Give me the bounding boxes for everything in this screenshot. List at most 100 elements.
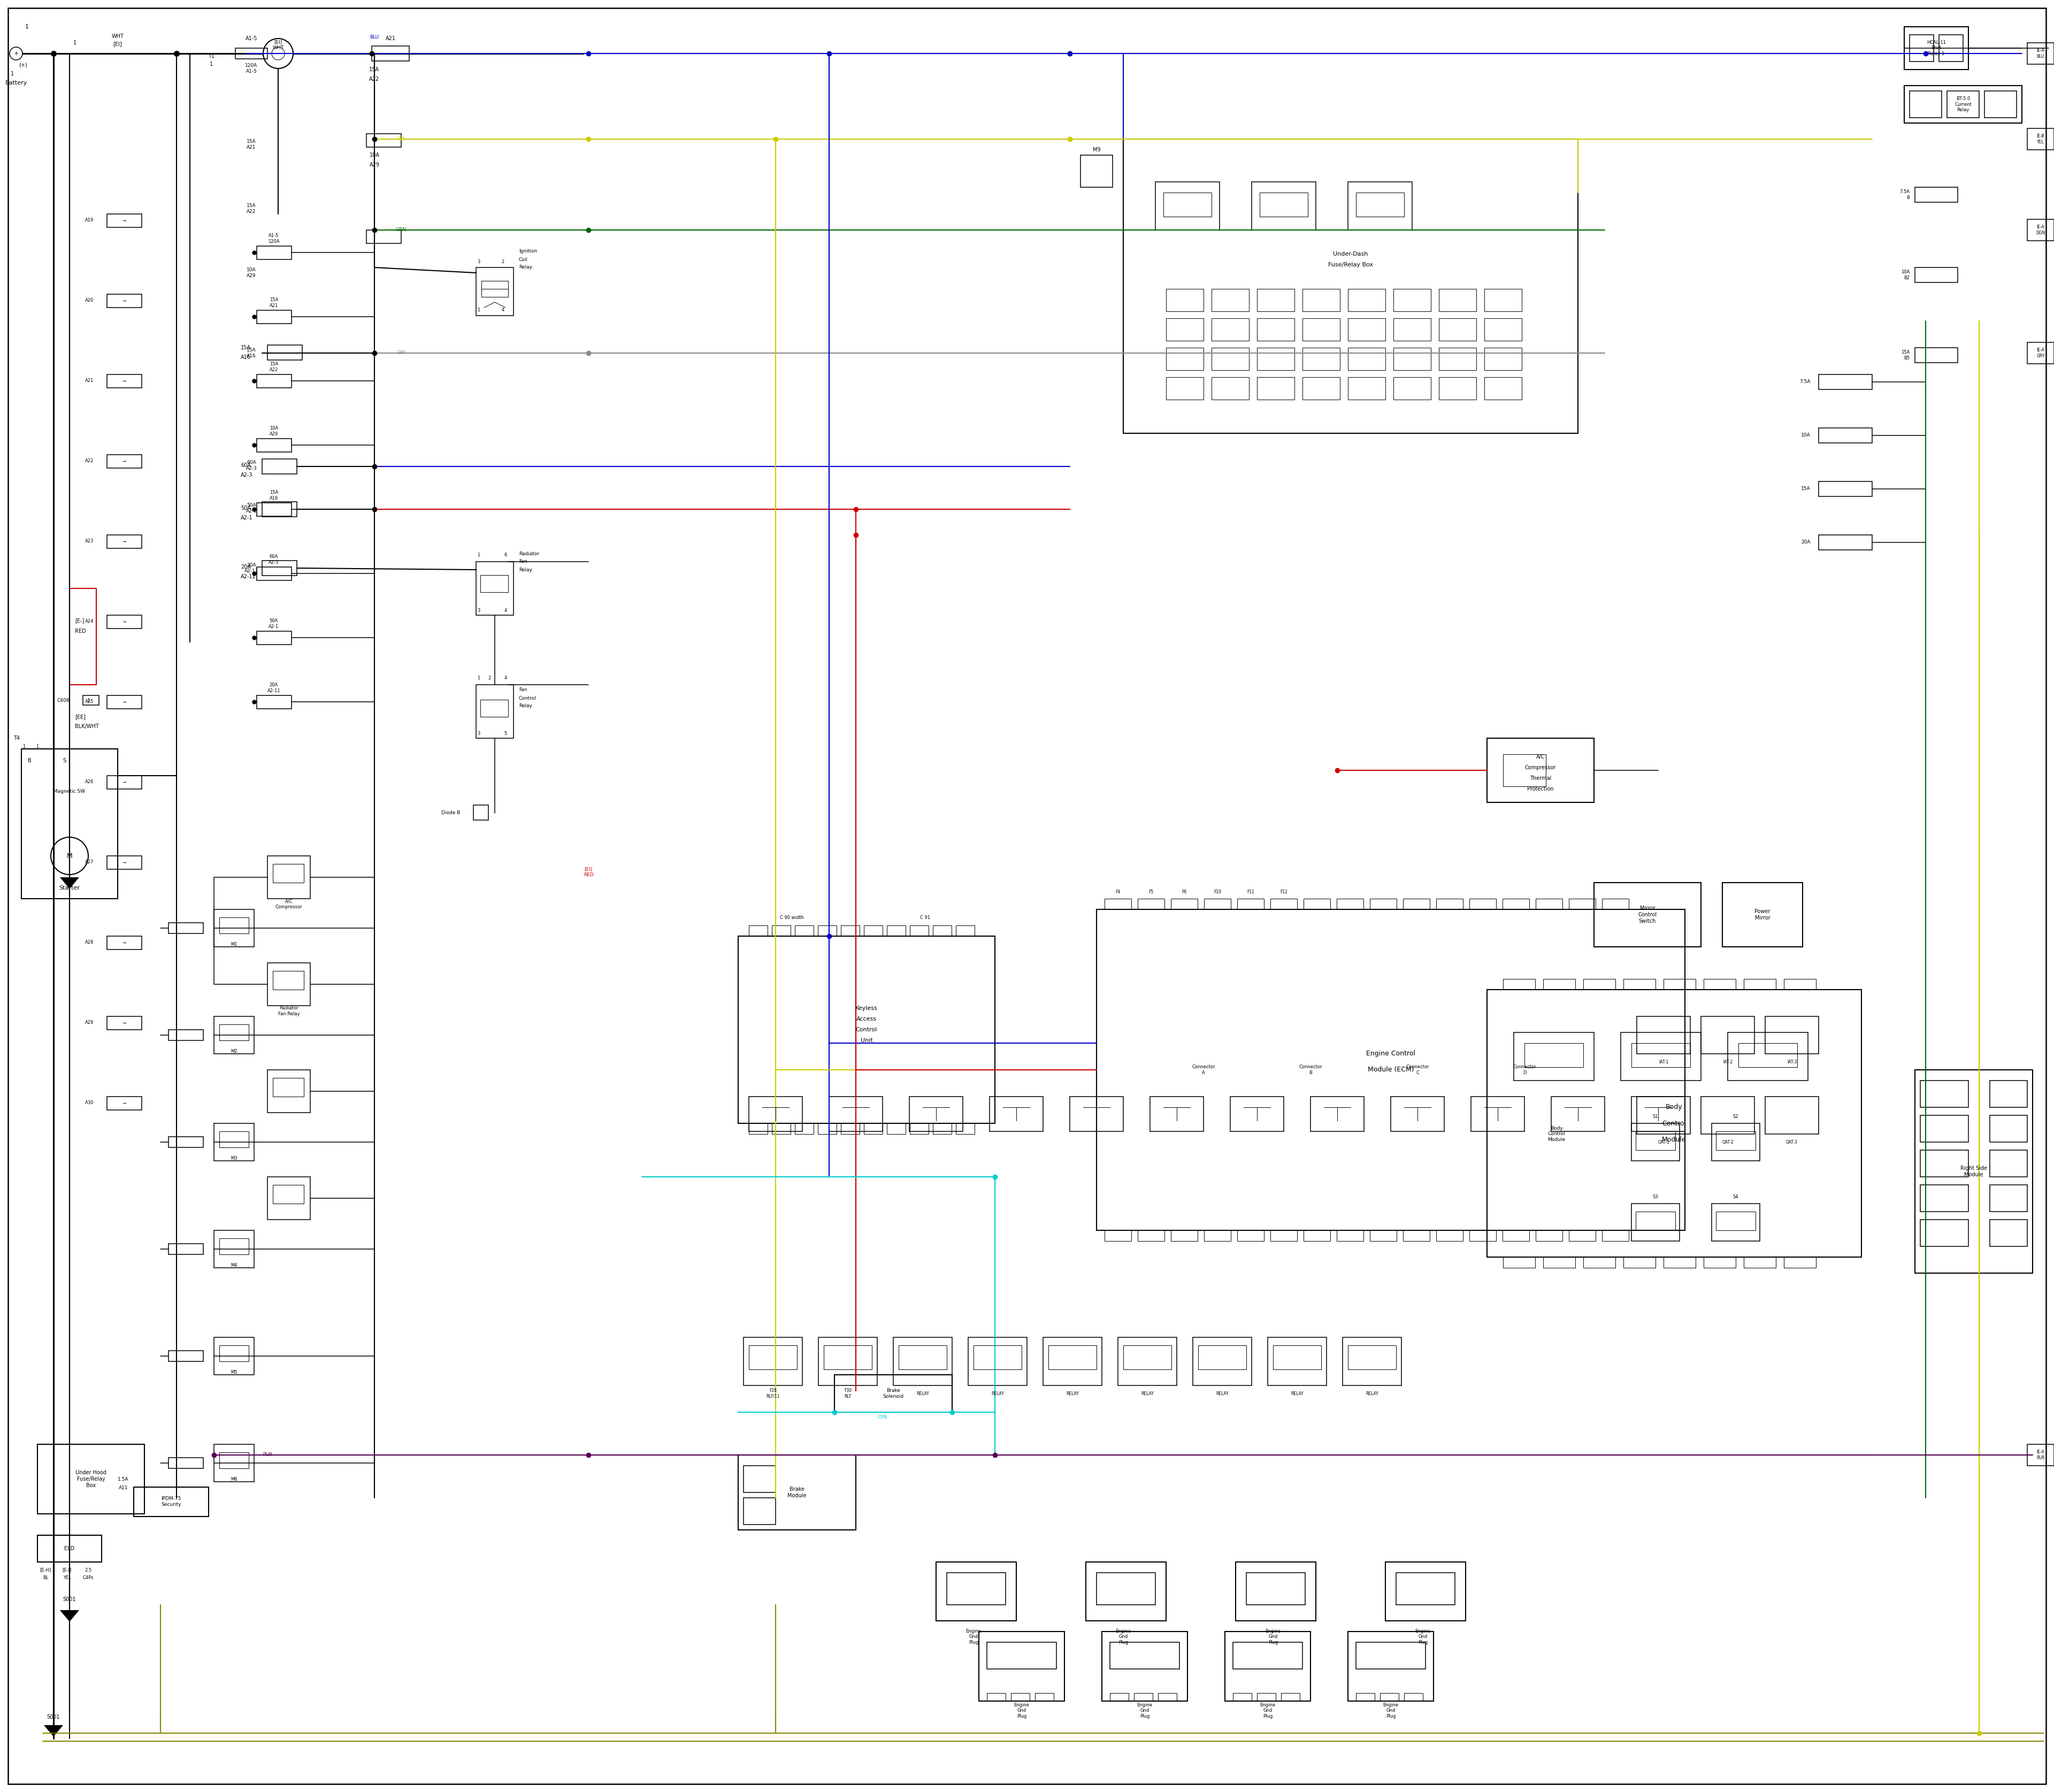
Bar (263, 502, 298, 516)
Bar (795, 1124, 813, 1134)
Bar (1485, 319, 1522, 340)
Text: F4: F4 (1115, 891, 1119, 894)
Text: RELAY: RELAY (992, 1391, 1004, 1396)
Bar (1664, 978, 1697, 989)
Bar (1920, 1115, 1968, 1142)
Bar (134, 1487, 210, 1516)
Text: A19: A19 (84, 219, 94, 222)
Bar (1440, 376, 1477, 400)
Text: YEL: YEL (396, 136, 405, 142)
Text: Engine
Gnd
Plug: Engine Gnd Plug (1115, 1629, 1132, 1645)
Bar (1701, 1016, 1754, 1054)
Bar (1504, 754, 1547, 787)
Bar (1138, 1231, 1165, 1242)
Bar (2027, 129, 2054, 151)
Bar (1469, 898, 1495, 909)
Bar (1783, 1256, 1816, 1267)
Bar (1302, 319, 1339, 340)
Bar (1403, 1231, 1430, 1242)
Bar (481, 575, 507, 591)
Text: 15A: 15A (370, 66, 380, 72)
Bar (477, 685, 514, 738)
Text: M2: M2 (230, 1048, 236, 1054)
Text: 10A
B2: 10A B2 (1900, 271, 1910, 280)
Text: ELD: ELD (64, 1546, 74, 1552)
Text: RED: RED (74, 629, 86, 634)
Bar (1267, 1337, 1327, 1385)
Bar (1504, 1256, 1534, 1267)
Bar (1347, 319, 1384, 340)
Text: IAT-3: IAT-3 (1787, 1059, 1797, 1064)
Text: Under-Dash: Under-Dash (1333, 251, 1368, 256)
Text: →: → (123, 1020, 125, 1025)
Text: A21: A21 (386, 36, 396, 41)
Bar (168, 1244, 203, 1254)
Text: A2-1: A2-1 (240, 514, 253, 520)
Bar (257, 566, 292, 581)
Bar (257, 310, 292, 324)
Bar (986, 1693, 1006, 1701)
Bar (168, 1136, 203, 1147)
Text: M3: M3 (230, 1156, 236, 1161)
Bar (1920, 1220, 1968, 1247)
Bar (1984, 91, 2017, 118)
Text: 4: 4 (501, 308, 503, 312)
Bar (1237, 898, 1263, 909)
Text: 1: 1 (86, 697, 90, 702)
Text: IE-A
DGN: IE-A DGN (2036, 224, 2046, 235)
Bar (267, 857, 310, 898)
Bar (1043, 1337, 1101, 1385)
Bar (257, 246, 292, 260)
Bar (1171, 898, 1197, 909)
Bar (273, 971, 304, 989)
Text: S: S (62, 758, 66, 763)
Bar (1543, 1256, 1575, 1267)
Text: →: → (123, 780, 125, 785)
Bar (1212, 348, 1249, 371)
Bar (1637, 1097, 1690, 1134)
Text: 10A
A29: 10A A29 (246, 267, 257, 278)
Text: S3: S3 (1653, 1195, 1658, 1199)
Bar (372, 47, 409, 61)
Text: (+): (+) (18, 63, 27, 68)
Bar (834, 1374, 953, 1412)
Text: S001: S001 (47, 1715, 60, 1720)
Text: A21: A21 (84, 378, 94, 383)
Bar (1124, 140, 1577, 434)
Text: PUR: PUR (263, 1453, 273, 1457)
Bar (817, 1337, 877, 1385)
Text: 2: 2 (501, 260, 503, 265)
Text: Access: Access (857, 1016, 877, 1021)
Text: C 90 width: C 90 width (781, 916, 803, 919)
Bar (1914, 186, 1957, 202)
Bar (1380, 1693, 1399, 1701)
Bar (1818, 536, 1871, 550)
Bar (214, 1337, 255, 1374)
Text: M1: M1 (230, 943, 236, 946)
Text: 60A: 60A (240, 462, 251, 468)
Bar (1543, 978, 1575, 989)
Bar (1302, 348, 1339, 371)
Bar (1097, 909, 1684, 1231)
Text: Engine Control: Engine Control (1366, 1050, 1415, 1057)
Text: M9: M9 (1093, 147, 1101, 152)
Bar (1594, 883, 1701, 946)
Bar (1818, 482, 1871, 496)
Bar (1631, 1043, 1690, 1068)
Text: [E-]: [E-] (74, 618, 84, 624)
Bar (1536, 1231, 1563, 1242)
Bar (1282, 1693, 1300, 1701)
Text: Unit: Unit (861, 1038, 873, 1043)
Bar (737, 935, 994, 1124)
Bar (1569, 898, 1596, 909)
Bar (1257, 376, 1294, 400)
Bar (1405, 1693, 1423, 1701)
Bar (366, 134, 401, 147)
Text: T4: T4 (14, 735, 21, 740)
Bar (1727, 1032, 1808, 1081)
Bar (937, 1563, 1017, 1620)
Bar (267, 346, 302, 360)
Text: 2.5: 2.5 (84, 1568, 92, 1572)
Bar (1337, 1231, 1364, 1242)
Bar (1154, 181, 1220, 229)
